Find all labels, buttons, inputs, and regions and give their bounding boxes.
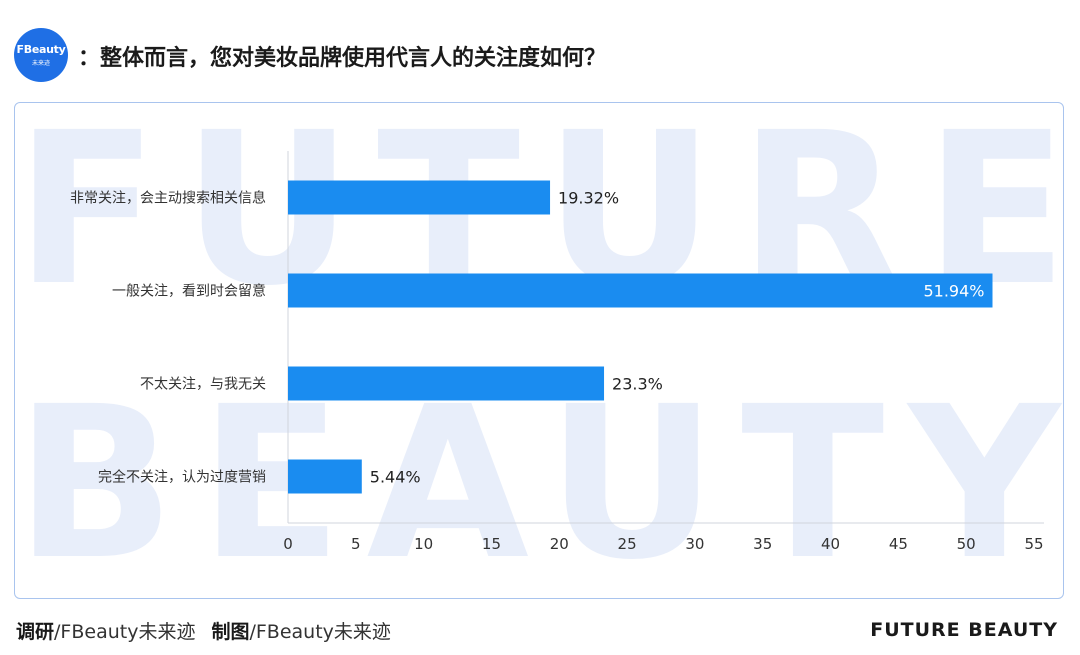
x-tick-label: 10 [414,535,433,553]
x-tick-label: 20 [550,535,569,553]
x-tick-label: 35 [753,535,772,553]
data-label: 19.32% [558,189,619,208]
watermark-line-2: BEAUTY [15,361,1064,599]
x-tick-label: 55 [1024,535,1043,553]
design-value: /FBeauty未来迹 [249,621,391,643]
data-label: 51.94% [923,282,984,301]
category-label: 非常关注，会主动搜索相关信息 [70,190,266,207]
bar [288,273,993,308]
x-tick-label: 0 [283,535,293,553]
category-label: 不太关注，与我无关 [140,377,266,393]
x-tick-label: 50 [957,535,976,553]
category-label: 完全不关注，认为过度营销 [98,469,266,486]
x-tick-label: 40 [821,535,840,553]
category-label: 一般关注，看到时会留意 [112,283,266,300]
research-label: 调研 [16,621,55,643]
bar [288,180,551,215]
bar-chart: 0 5 10 15 20 25 30 35 40 45 50 55 非常关注，会主动搜索相关信息 19.3… [70,151,1044,553]
x-tick-label: 15 [482,535,501,553]
x-tick-label: 5 [351,535,361,553]
logo-text: FBeauty [16,43,66,56]
page-title: ：整体而言，您对美妆品牌使用代言人的关注度如何？ [78,46,607,71]
x-tick-label: 25 [618,535,637,553]
design-label: 制图 [211,621,250,643]
brand-wordmark: FUTURE BEAUTY [870,619,1058,641]
data-label: 23.3% [612,375,663,394]
fbeauty-logo: FBeauty 未来迹 [14,28,68,82]
chart-panel: FUTURE BEAUTY 0 5 10 15 20 25 30 35 40 45 50 55 非常关注… [14,102,1064,599]
research-value: /FBeauty未来迹 [54,621,196,643]
logo-subtext: 未来迹 [31,60,50,67]
footer-credits: 调研/FBeauty未来迹 制图/FBeauty未来迹 [16,617,391,644]
header: FBeauty 未来迹 ：整体而言，您对美妆品牌使用代言人的关注度如何？ [14,28,1064,82]
data-label: 5.44% [370,468,421,487]
x-tick-label: 45 [889,535,908,553]
bar [288,366,605,401]
x-tick-label: 30 [685,535,704,553]
bar [288,459,362,494]
